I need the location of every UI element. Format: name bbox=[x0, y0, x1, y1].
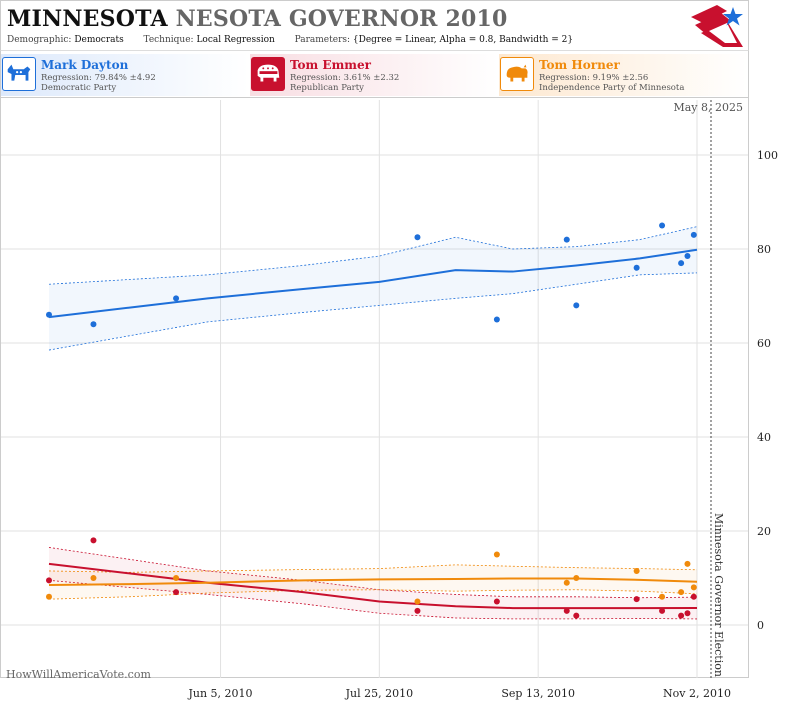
poll-point bbox=[573, 302, 580, 309]
poll-point bbox=[173, 575, 180, 581]
donkey-icon bbox=[2, 57, 36, 91]
parameters-line: Demographic: Democrats Technique: Local … bbox=[7, 35, 573, 45]
poll-point bbox=[678, 260, 685, 267]
elephant-icon bbox=[251, 57, 285, 91]
band-lower bbox=[48, 579, 698, 620]
confidence-band bbox=[49, 547, 697, 619]
poll-point bbox=[659, 607, 666, 614]
poll-point bbox=[46, 311, 52, 318]
poll-point bbox=[173, 295, 180, 302]
poll-point bbox=[690, 231, 697, 238]
title-rest: NESOTA GOVERNOR 2010 bbox=[175, 6, 508, 32]
chart-title: MINNESOTA NESOTA GOVERNOR 2010 bbox=[7, 6, 508, 32]
band-upper bbox=[48, 547, 698, 599]
candidate-emmer: Tom Emmer Regression: 3.61% ±2.32 Republ… bbox=[250, 54, 498, 96]
parameters-label: Parameters: bbox=[294, 35, 351, 45]
poll-point bbox=[633, 264, 640, 271]
poll-point bbox=[493, 551, 500, 558]
demographic-label: Demographic: bbox=[7, 35, 72, 45]
candidate-regression: Regression: 79.84% ±4.92 bbox=[41, 73, 156, 83]
poll-point bbox=[573, 575, 580, 581]
band-upper bbox=[48, 564, 698, 573]
chart-header: MINNESOTA NESOTA GOVERNOR 2010 Demograph… bbox=[0, 0, 749, 50]
demographic-value: Democrats bbox=[74, 35, 124, 45]
trend-line bbox=[48, 248, 698, 319]
poll-point bbox=[633, 596, 640, 603]
confidence-bands bbox=[48, 226, 698, 620]
y-axis-ticks: 0 20 40 60 80 100 bbox=[757, 149, 778, 632]
x-tick-label: Jun 5, 2010 bbox=[187, 687, 252, 700]
poll-point bbox=[563, 607, 570, 614]
band-lower bbox=[48, 589, 698, 600]
poll-point bbox=[46, 593, 52, 600]
election-label: Minnesota Governor Election bbox=[712, 513, 725, 677]
star-flag-icon bbox=[691, 5, 743, 47]
candidate-horner: Tom Horner Regression: 9.19% ±2.56 Indep… bbox=[499, 54, 748, 96]
y-tick-label: 20 bbox=[757, 525, 771, 538]
confidence-band bbox=[49, 226, 697, 351]
poll-point bbox=[90, 575, 97, 581]
poll-point bbox=[414, 598, 421, 605]
x-tick-label: Jul 25, 2010 bbox=[345, 687, 414, 700]
candidate-party: Republican Party bbox=[290, 83, 364, 93]
poll-point bbox=[493, 316, 500, 323]
candidate-name: Tom Horner bbox=[539, 58, 620, 72]
poll-point bbox=[678, 612, 685, 619]
poll-point bbox=[633, 567, 640, 574]
y-tick-label: 0 bbox=[757, 619, 764, 632]
poll-point bbox=[684, 253, 691, 260]
candidate-dayton: Mark Dayton Regression: 79.84% ±4.92 Dem… bbox=[1, 54, 249, 96]
watermark: HowWillAmericaVote.com bbox=[6, 668, 151, 681]
candidate-party: Democratic Party bbox=[41, 83, 117, 93]
poll-point bbox=[659, 593, 666, 600]
x-axis-ticks: Jun 5, 2010 Jul 25, 2010 Sep 13, 2010 Nov 2… bbox=[187, 687, 730, 700]
technique-value: Local Regression bbox=[196, 35, 275, 45]
poll-point bbox=[46, 577, 52, 584]
poll-point bbox=[493, 598, 500, 605]
candidate-party: Independence Party of Minnesota bbox=[539, 83, 685, 93]
band-upper bbox=[48, 226, 698, 285]
plot-frame bbox=[0, 98, 749, 678]
candidate-name: Mark Dayton bbox=[41, 58, 129, 72]
poll-point bbox=[659, 222, 666, 229]
y-tick-label: 100 bbox=[757, 149, 778, 162]
poll-point bbox=[90, 537, 97, 544]
trend-line bbox=[48, 577, 698, 587]
x-tick-label: Sep 13, 2010 bbox=[501, 687, 575, 700]
technique-label: Technique: bbox=[143, 35, 194, 45]
poll-point bbox=[90, 321, 97, 328]
bison-icon bbox=[500, 57, 534, 91]
candidate-name: Tom Emmer bbox=[290, 58, 371, 72]
y-tick-label: 40 bbox=[757, 431, 771, 444]
poll-point bbox=[414, 607, 421, 614]
band-lower bbox=[48, 272, 698, 351]
poll-point bbox=[684, 610, 691, 617]
title-state: MINNESOTA bbox=[7, 6, 168, 32]
poll-point bbox=[563, 579, 570, 586]
poll-point bbox=[414, 234, 421, 241]
x-tick-label: Nov 2, 2010 bbox=[663, 687, 731, 700]
y-tick-label: 60 bbox=[757, 337, 771, 350]
current-date-label: May 8, 2025 bbox=[673, 101, 743, 114]
parameters-value: {Degree = Linear, Alpha = 0.8, Bandwidth… bbox=[352, 35, 574, 45]
poll-point bbox=[678, 589, 685, 596]
y-tick-label: 80 bbox=[757, 243, 771, 256]
poll-point bbox=[573, 612, 580, 619]
poll-point bbox=[684, 560, 691, 567]
poll-points bbox=[46, 222, 697, 619]
poll-point bbox=[563, 236, 570, 243]
candidate-legend: Mark Dayton Regression: 79.84% ±4.92 Dem… bbox=[0, 50, 749, 98]
poll-point bbox=[690, 584, 697, 591]
confidence-band bbox=[49, 564, 697, 600]
poll-point bbox=[173, 589, 180, 596]
poll-point bbox=[690, 593, 697, 600]
candidate-regression: Regression: 3.61% ±2.32 bbox=[290, 73, 400, 83]
candidate-regression: Regression: 9.19% ±2.56 bbox=[539, 73, 649, 83]
